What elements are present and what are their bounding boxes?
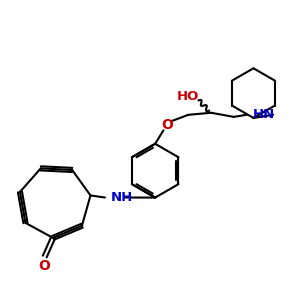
- Text: O: O: [162, 118, 173, 132]
- Text: HO: HO: [177, 90, 200, 103]
- Text: O: O: [38, 259, 50, 273]
- Text: NH: NH: [111, 191, 134, 204]
- Text: HN: HN: [252, 108, 275, 121]
